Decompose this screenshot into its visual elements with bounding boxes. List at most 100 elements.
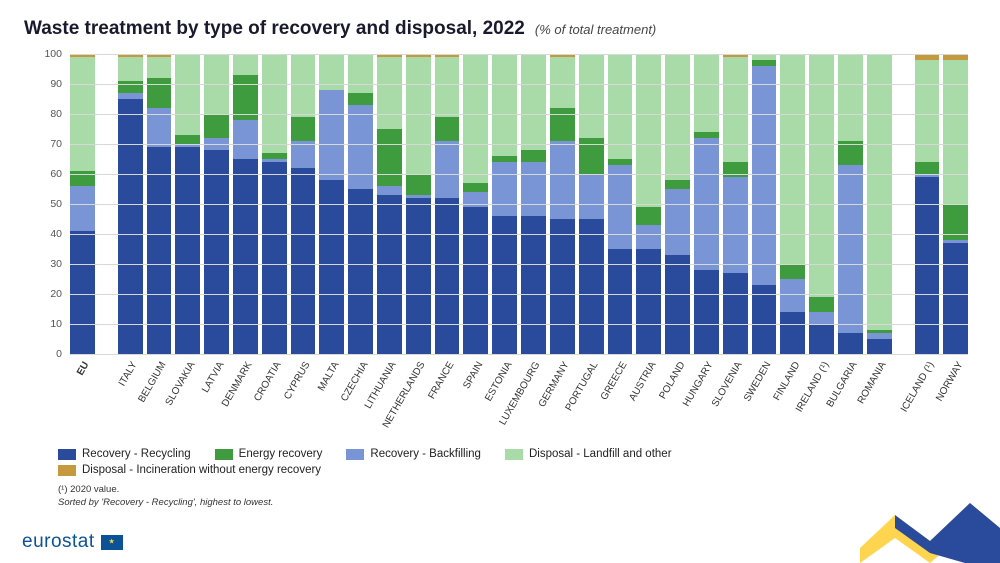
bar-segment-energy <box>147 78 172 108</box>
grid-line <box>70 324 968 325</box>
y-tick: 80 <box>32 108 62 120</box>
bar-segment-landfill <box>665 54 690 180</box>
bar-segment-backfilling <box>521 162 546 216</box>
x-axis-labels: EUITALYBELGIUMSLOVAKIALATVIADENMARKCROAT… <box>70 354 968 444</box>
legend-label: Recovery - Backfilling <box>370 448 481 460</box>
bar-segment-backfilling <box>579 174 604 219</box>
chart-subtitle: (% of total treatment) <box>535 22 656 37</box>
bar-segment-landfill <box>838 54 863 141</box>
bar-segment-recycling <box>780 312 805 354</box>
bar-segment-landfill <box>406 57 431 174</box>
legend-swatch <box>58 465 76 476</box>
bar-segment-backfilling <box>752 66 777 285</box>
bar-segment-recycling <box>838 333 863 354</box>
bar-segment-energy <box>291 117 316 141</box>
bar-segment-landfill <box>636 54 661 207</box>
y-axis: 0102030405060708090100 <box>36 54 66 354</box>
bar-segment-backfilling <box>377 186 402 195</box>
bar-segment-recycling <box>492 216 517 354</box>
bar-segment-backfilling <box>291 141 316 168</box>
x-axis-label: LATVIA <box>200 360 226 395</box>
bar-segment-landfill <box>579 54 604 138</box>
bar-segment-landfill <box>147 57 172 78</box>
bar-segment-recycling <box>262 162 287 354</box>
bar-segment-recycling <box>463 207 488 354</box>
bar-segment-recycling <box>118 99 143 354</box>
bar-segment-landfill <box>492 54 517 156</box>
legend-item: Disposal - Landfill and other <box>505 448 672 460</box>
bar-segment-energy <box>665 180 690 189</box>
legend-label: Disposal - Incineration without energy r… <box>82 464 321 476</box>
legend-swatch <box>215 449 233 460</box>
legend-item: Recovery - Backfilling <box>346 448 481 460</box>
bar-segment-recycling <box>550 219 575 354</box>
x-axis-label: MALTA <box>316 360 341 393</box>
bar-segment-energy <box>809 297 834 312</box>
legend: Recovery - Recycling Energy recovery Recov… <box>58 448 778 476</box>
bar-segment-backfilling <box>233 120 258 159</box>
bar-segment-landfill <box>435 57 460 117</box>
y-tick: 0 <box>32 348 62 360</box>
bar-segment-landfill <box>348 54 373 93</box>
bar-segment-energy <box>780 264 805 279</box>
bar-segment-backfilling <box>550 141 575 219</box>
grid-line <box>70 174 968 175</box>
chart-area: 0102030405060708090100 <box>36 54 968 354</box>
bar-segment-landfill <box>521 54 546 150</box>
bar-segment-backfilling <box>70 186 95 231</box>
bar-segment-recycling <box>435 198 460 354</box>
bar-segment-recycling <box>319 180 344 354</box>
bar-segment-backfilling <box>723 177 748 273</box>
bar-segment-recycling <box>694 270 719 354</box>
bar-segment-landfill <box>867 54 892 330</box>
bar-segment-backfilling <box>492 162 517 216</box>
bar-segment-recycling <box>377 195 402 354</box>
bar-segment-backfilling <box>319 90 344 180</box>
legend-swatch <box>58 449 76 460</box>
bar-segment-landfill <box>463 54 488 183</box>
eurostat-logo: eurostat <box>22 531 123 553</box>
y-tick: 60 <box>32 168 62 180</box>
bar-segment-landfill <box>780 54 805 264</box>
bar-segment-recycling <box>867 339 892 354</box>
bar-segment-recycling <box>809 324 834 354</box>
y-tick: 90 <box>32 78 62 90</box>
bar-segment-energy <box>435 117 460 141</box>
grid-line <box>70 54 968 55</box>
legend-swatch <box>346 449 364 460</box>
bar-segment-recycling <box>406 198 431 354</box>
bar-segment-landfill <box>233 54 258 75</box>
logo-text: eurostat <box>22 531 95 553</box>
bar-segment-backfilling <box>608 165 633 249</box>
legend-label: Recovery - Recycling <box>82 448 191 460</box>
title-row: Waste treatment by type of recovery and … <box>24 18 976 40</box>
bar-segment-landfill <box>262 54 287 153</box>
legend-label: Energy recovery <box>239 448 323 460</box>
bar-segment-energy <box>175 135 200 144</box>
grid-line <box>70 234 968 235</box>
bar-segment-recycling <box>943 243 968 354</box>
bar-segment-recycling <box>291 168 316 354</box>
grid-line <box>70 84 968 85</box>
y-tick: 100 <box>32 48 62 60</box>
bar-segment-landfill <box>550 57 575 108</box>
bar-segment-energy <box>377 129 402 186</box>
legend-label: Disposal - Landfill and other <box>529 448 672 460</box>
y-tick: 30 <box>32 258 62 270</box>
y-tick: 40 <box>32 228 62 240</box>
bar-segment-landfill <box>291 54 316 117</box>
bar-segment-recycling <box>752 285 777 354</box>
bar-segment-landfill <box>809 54 834 297</box>
bar-segment-backfilling <box>348 105 373 189</box>
bar-segment-energy <box>204 114 229 138</box>
bar-segment-recycling <box>348 189 373 354</box>
legend-item: Recovery - Recycling <box>58 448 191 460</box>
x-axis-label: EU <box>75 360 91 378</box>
x-axis-label: POLAND <box>657 360 687 401</box>
grid-line <box>70 294 968 295</box>
chart-title: Waste treatment by type of recovery and … <box>24 18 525 40</box>
grid-line <box>70 144 968 145</box>
grid-line <box>70 114 968 115</box>
footnote-2: Sorted by 'Recovery - Recycling', highes… <box>58 497 976 510</box>
bar-segment-recycling <box>521 216 546 354</box>
